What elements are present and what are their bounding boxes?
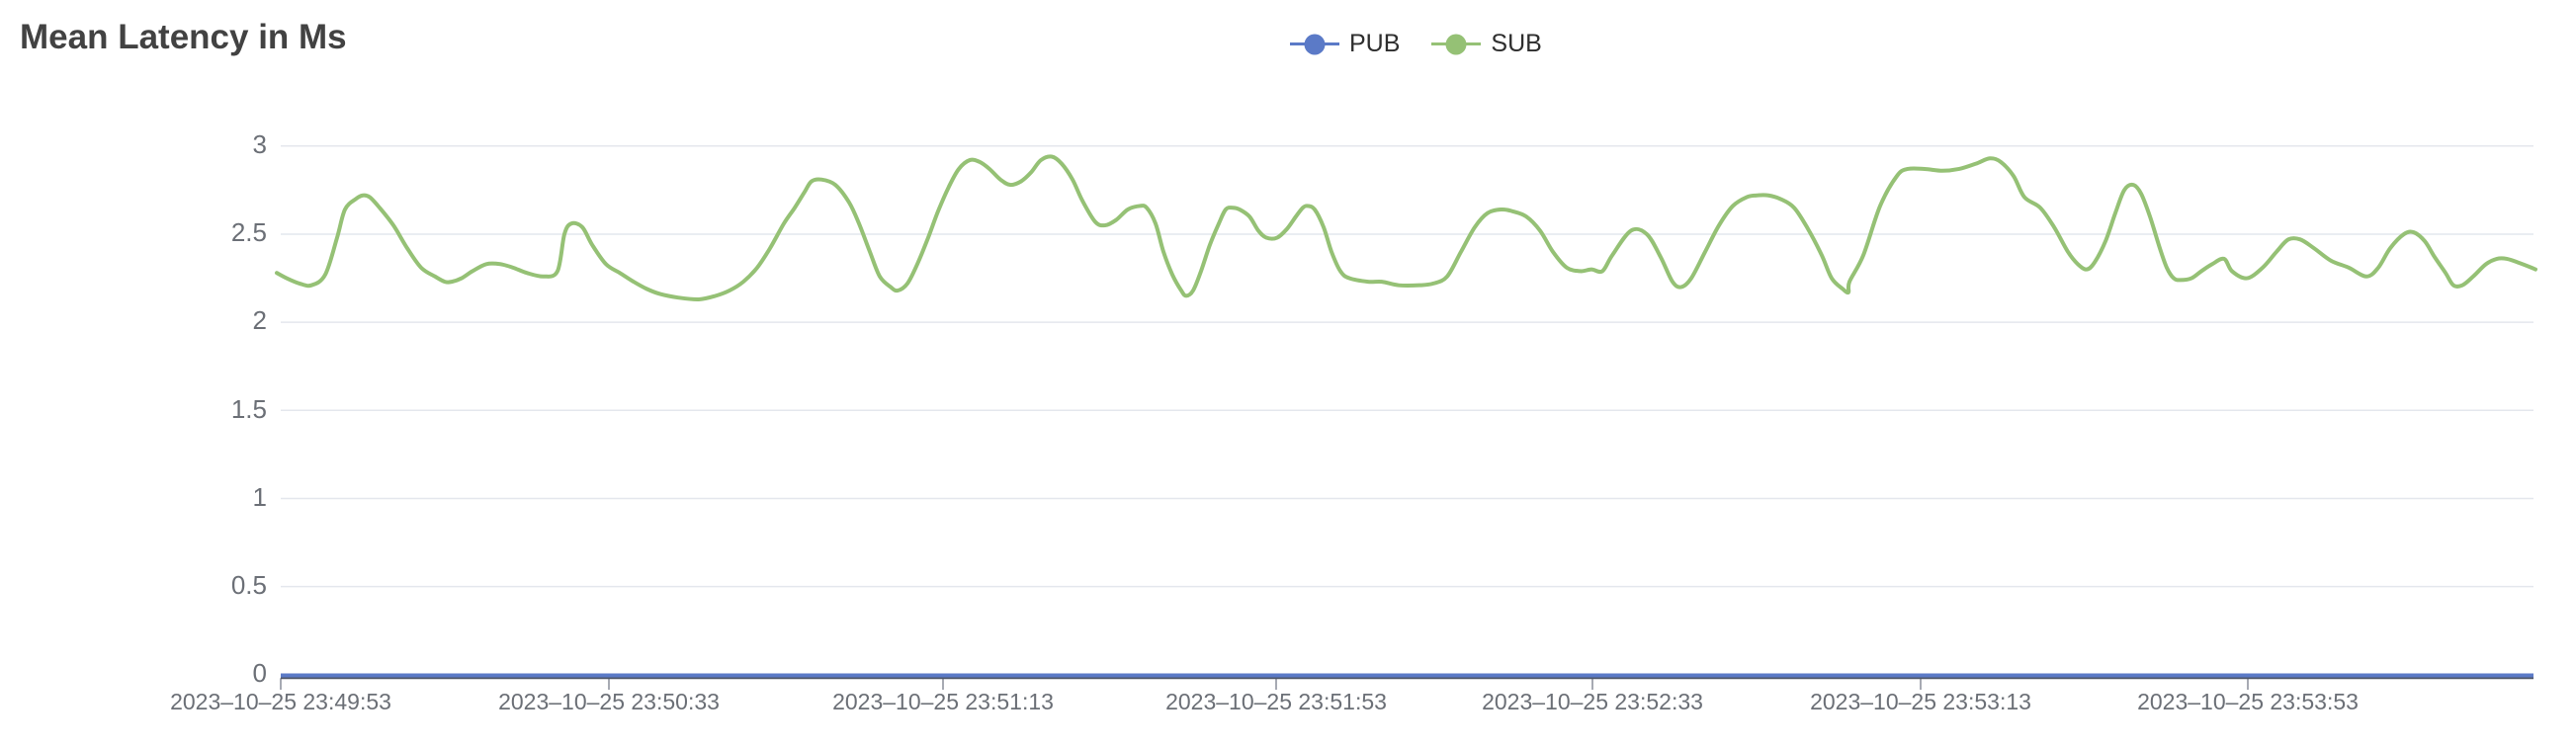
svg-text:2023–10–25 23:50:33: 2023–10–25 23:50:33 [498,689,720,714]
svg-text:2023–10–25 23:49:53: 2023–10–25 23:49:53 [170,689,391,714]
svg-text:2023–10–25 23:53:53: 2023–10–25 23:53:53 [2137,689,2359,714]
svg-text:2023–10–25 23:52:33: 2023–10–25 23:52:33 [1482,689,1703,714]
svg-text:1: 1 [253,482,267,512]
svg-text:2023–10–25 23:51:13: 2023–10–25 23:51:13 [832,689,1054,714]
svg-text:0: 0 [253,658,267,688]
svg-text:0.5: 0.5 [231,570,267,600]
svg-text:3: 3 [253,129,267,159]
svg-text:1.5: 1.5 [231,394,267,424]
svg-text:2023–10–25 23:53:13: 2023–10–25 23:53:13 [1810,689,2031,714]
svg-text:2023–10–25 23:51:53: 2023–10–25 23:51:53 [1165,689,1387,714]
svg-text:2: 2 [253,305,267,335]
svg-text:2.5: 2.5 [231,217,267,247]
